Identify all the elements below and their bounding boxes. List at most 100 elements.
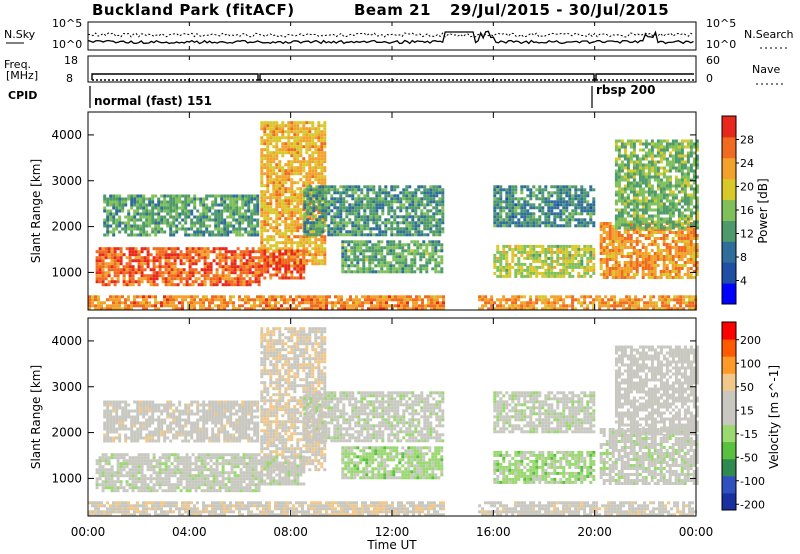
echo-cell-band-9 [689, 166, 693, 170]
echo-cell-band-4 [417, 230, 421, 234]
echo-cell-band-1 [139, 224, 143, 228]
echo-cell-band-9 [683, 145, 687, 149]
echo-cell-band-0 [230, 259, 234, 263]
echo-cell-band-9 [632, 139, 636, 143]
echo-cell-band-0 [230, 268, 234, 272]
echo-cell-band-7 [508, 218, 512, 222]
echo-cell-band-9 [653, 166, 657, 170]
echo-cell-band-2 [293, 226, 297, 230]
echo-cell-band-1 [142, 197, 146, 201]
echo-cell-band-9 [644, 202, 648, 206]
echo-cell-band-4 [336, 233, 340, 237]
echo-cell-band-1 [187, 209, 191, 213]
echo-cell-band-6 [559, 247, 563, 251]
echo-cell-band-8 [635, 264, 639, 267]
echo-cell-band-8 [683, 264, 687, 267]
echo-cell-band-6 [499, 271, 503, 275]
echo-cell-band-8 [677, 252, 681, 255]
echo-cell-band-1 [151, 200, 155, 204]
echo-cell-band-5 [347, 249, 351, 253]
echo-cell-band-0 [104, 256, 108, 260]
echo-cell-band-6 [499, 250, 503, 254]
echo-cell-band-2 [275, 142, 279, 146]
echo-cell-band-5 [437, 240, 441, 244]
echo-cell-band-1 [151, 197, 155, 201]
echo-cell-band-0 [113, 247, 117, 251]
echo-cell-band-9 [647, 205, 651, 209]
echo-cell-band-5 [353, 246, 357, 250]
echo-cell-band-1 [238, 230, 242, 234]
echo-cell-band-7 [508, 215, 512, 219]
echo-cell-band-8 [692, 228, 696, 231]
echo-cell-band-8 [632, 276, 636, 279]
echo-cell-band-4 [426, 227, 430, 231]
echo-cell-band-0 [98, 271, 102, 275]
echo-cell-band-4 [405, 218, 409, 222]
echo-cell-band-6 [520, 250, 524, 254]
echo-cell-band-9 [668, 154, 672, 158]
echo-cell-band-2 [323, 247, 327, 251]
echo-cell-band-10 [205, 295, 208, 299]
echo-cell-band-8 [635, 255, 639, 258]
echo-cell-band-1 [223, 200, 227, 204]
echo-cell-band-6 [532, 247, 536, 251]
echo-cell-band-6 [544, 262, 548, 266]
echo-cell-band-2 [305, 235, 309, 239]
echo-cell-band-2 [317, 136, 321, 140]
echo-cell-band-9 [686, 202, 690, 206]
echo-cell-band-7 [496, 215, 500, 219]
echo-cell-band-0 [152, 256, 156, 260]
echo-cell-band-9 [674, 196, 678, 200]
echo-cell-band-2 [266, 166, 270, 170]
echo-cell-band-2 [287, 136, 291, 140]
noise-right-tick-bottom: 10^0 [706, 38, 736, 51]
echo-cell-band-10 [109, 295, 112, 299]
echo-cell-band-0 [134, 271, 138, 275]
echo-cell-band-7 [562, 200, 566, 204]
echo-cell-band-0 [137, 280, 141, 284]
echo-cell-band-4 [426, 200, 430, 204]
echo-cell-band-4 [333, 197, 337, 201]
echo-cell-band-4 [399, 200, 403, 204]
echo-cell-band-10 [220, 307, 223, 311]
echo-cell-band-4 [330, 209, 334, 213]
echo-cell-band-1 [205, 194, 209, 198]
echo-cell-band-1 [139, 212, 143, 216]
echo-cell-band-8 [656, 255, 660, 258]
echo-cell-band-2 [317, 181, 321, 185]
echo-cell-band-9 [695, 175, 699, 179]
echo-cell-band-2 [260, 172, 264, 176]
echo-cell-band-9 [641, 148, 645, 152]
echo-cell-band-6 [505, 250, 509, 254]
echo-cell-band-9 [626, 175, 630, 179]
echo-cell-band-9 [656, 166, 660, 170]
echo-cell-band-4 [369, 200, 373, 204]
echo-cell-band-2 [281, 199, 285, 203]
echo-cell-band-4 [393, 209, 397, 213]
echo-cell-band-2 [275, 229, 279, 233]
echo-cell-band-4 [345, 221, 349, 225]
echo-cell-band-10 [214, 304, 217, 308]
echo-cell-band-9 [695, 190, 699, 194]
echo-cell-band-4 [393, 200, 397, 204]
echo-cell-band-2 [290, 229, 294, 233]
echo-cell-band-0 [167, 253, 171, 257]
echo-cell-band-0 [251, 262, 255, 266]
echo-cell-band-4 [393, 197, 397, 201]
echo-cell-band-9 [653, 178, 657, 182]
echo-cell-band-0 [212, 274, 216, 278]
echo-cell-band-4 [441, 203, 445, 207]
echo-cell-band-7 [520, 224, 524, 228]
echo-cell-band-6 [535, 253, 539, 257]
echo-cell-band-8 [614, 273, 618, 276]
echo-cell-band-8 [644, 252, 648, 255]
echo-cell-band-8 [626, 261, 630, 264]
echo-cell-band-4 [375, 206, 379, 210]
echo-cell-band-7 [538, 188, 542, 192]
echo-cell-band-10 [97, 295, 100, 299]
echo-cell-band-9 [680, 214, 684, 218]
echo-cell-band-4 [336, 227, 340, 231]
echo-cell-band-2 [299, 253, 303, 257]
echo-cell-band-5 [389, 252, 393, 256]
echo-cell-band-2 [314, 241, 318, 245]
